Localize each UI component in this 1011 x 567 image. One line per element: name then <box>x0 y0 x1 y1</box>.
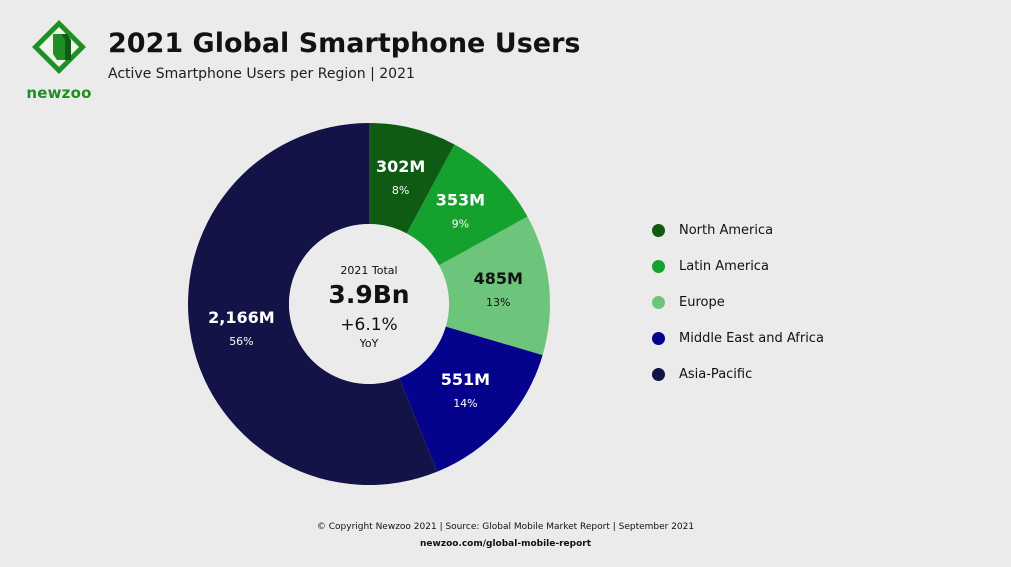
legend-item-middle-east-and-africa: Middle East and Africa <box>652 320 912 356</box>
value-label-europe: 485M <box>474 269 523 288</box>
legend-item-latin-america: Latin America <box>652 248 912 284</box>
legend-swatch-asia-pacific <box>652 367 665 381</box>
legend-label-latin-america: Latin America <box>679 258 769 274</box>
legend-label-north-america: North America <box>679 222 774 238</box>
percent-label-north-america: 8% <box>392 184 409 197</box>
legend-label-asia-pacific: Asia-Pacific <box>679 366 753 382</box>
donut-chart: 302M 8% 353M 9% 485M 13% 551M 14% 2,166M 56% 2021… <box>188 123 550 485</box>
header: 2021 Global Smartphone Users Active Smar… <box>108 28 808 83</box>
legend-label-europe: Europe <box>679 294 725 310</box>
percent-label-europe: 13% <box>486 296 510 309</box>
report-link[interactable]: newzoo.com/global-mobile-report <box>420 538 591 549</box>
logo-text: newzoo <box>26 84 92 102</box>
donut-hole <box>289 224 449 384</box>
legend-swatch-north-america <box>652 223 665 237</box>
donut-slice-europe <box>439 216 550 356</box>
value-label-north-america: 302M <box>376 157 425 176</box>
legend-label-middle-east-and-africa: Middle East and Africa <box>679 330 824 346</box>
value-label-latin-america: 353M <box>436 191 485 210</box>
legend-swatch-europe <box>652 295 665 309</box>
percent-label-latin-america: 9% <box>452 218 469 231</box>
legend-item-europe: Europe <box>652 284 912 320</box>
footer: © Copyright Newzoo 2021 | Source: Global… <box>0 522 1011 550</box>
legend-item-asia-pacific: Asia-Pacific <box>652 356 912 392</box>
legend-swatch-latin-america <box>652 259 665 273</box>
percent-label-middle-east-and-africa: 14% <box>453 397 477 410</box>
page-title: 2021 Global Smartphone Users <box>108 28 581 59</box>
legend-item-north-america: North America <box>652 212 912 248</box>
donut-slice-asia-pacific <box>188 123 438 485</box>
legend: North America Latin America Europe Middl… <box>652 212 912 392</box>
legend-swatch-middle-east-and-africa <box>652 331 665 345</box>
donut-slice-latin-america <box>406 144 528 266</box>
percent-label-asia-pacific: 56% <box>229 335 253 348</box>
value-label-asia-pacific: 2,166M <box>208 308 275 327</box>
newzoo-logo: newzoo <box>24 18 94 104</box>
newzoo-logo-icon <box>32 20 86 74</box>
donut-slice-middle-east-and-africa <box>399 326 543 472</box>
value-label-middle-east-and-africa: 551M <box>441 370 490 389</box>
donut-slice-north-america <box>369 123 455 234</box>
copyright-text: © Copyright Newzoo 2021 | Source: Global… <box>316 522 695 532</box>
page-subtitle: Active Smartphone Users per Region | 202… <box>108 66 415 83</box>
donut-chart-svg: 302M 8% 353M 9% 485M 13% 551M 14% 2,166M 56% <box>188 123 550 485</box>
